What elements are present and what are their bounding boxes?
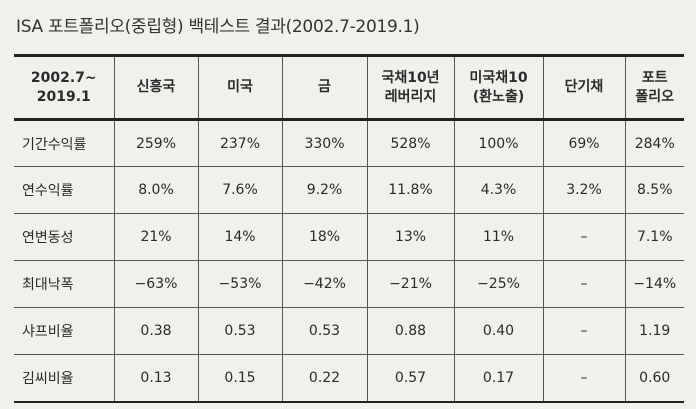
table-cell: 528%: [366, 119, 454, 167]
table-cell: 14%: [197, 213, 282, 261]
table-row: 김씨비율 0.13 0.15 0.22 0.57 0.17–0.60: [14, 354, 684, 403]
table-cell: –: [542, 260, 625, 308]
table-cell: 0.53: [197, 307, 282, 355]
row-label: 김씨비율: [14, 354, 114, 403]
column-header-gold: 금: [281, 54, 367, 121]
table-cell: –: [542, 354, 625, 403]
table-cell: 330%: [281, 119, 367, 167]
table-row: 연변동성 21% 14% 18% 13% 11% –7.1%: [14, 213, 684, 261]
row-label: 샤프비율: [14, 307, 114, 355]
table-cell: −14%: [624, 260, 684, 308]
table-cell: 11.8%: [366, 166, 454, 214]
period-end: 2019.1: [36, 88, 91, 105]
column-header-treasury-10y-leverage: 국채10년 레버리지: [366, 54, 454, 121]
period-start: 2002.7~: [30, 69, 97, 86]
table-cell: 9.2%: [281, 166, 367, 214]
table-cell: –: [542, 307, 625, 355]
column-header-us: 미국: [197, 54, 282, 121]
table-cell: 0.22: [281, 354, 367, 403]
table-cell: 0.57: [366, 354, 454, 403]
table-cell: 69%: [542, 119, 625, 167]
row-label: 기간수익률: [14, 119, 114, 167]
table-cell: 7.6%: [197, 166, 282, 214]
column-header-short-term-bond: 단기채: [542, 54, 625, 121]
table-cell: 0.88: [366, 307, 454, 355]
table-cell: 7.1%: [624, 213, 684, 261]
row-label: 최대낙폭: [14, 260, 114, 308]
table-cell: 259%: [113, 119, 198, 167]
table-cell: 11%: [453, 213, 543, 261]
column-header-portfolio: 포트 폴리오: [624, 54, 684, 121]
table-cell: 100%: [453, 119, 543, 167]
table-cell: 18%: [281, 213, 367, 261]
table-cell: 1.19: [624, 307, 684, 355]
table-cell: −42%: [281, 260, 367, 308]
table-cell: –: [542, 213, 625, 261]
row-label: 연변동성: [14, 213, 114, 261]
page-title: ISA 포트폴리오(중립형) 백테스트 결과(2002.7-2019.1): [16, 17, 420, 37]
row-label: 연수익률: [14, 166, 114, 214]
table-cell: 3.2%: [542, 166, 625, 214]
table-cell: 237%: [197, 119, 282, 167]
table-cell: 21%: [113, 213, 198, 261]
table-cell: −21%: [366, 260, 454, 308]
table-cell: −25%: [453, 260, 543, 308]
backtest-results-table: 2002.7~ 2019.1 신흥국 미국 금 국채10년 레버리지 미국채10…: [14, 54, 684, 403]
table-cell: 0.40: [453, 307, 543, 355]
table-row: 최대낙폭 −63% −53% −42% −21% −25% – −14%: [14, 260, 684, 308]
table-cell: 284%: [624, 119, 684, 167]
table-cell: 0.15: [197, 354, 282, 403]
table-row: 연수익률 8.0% 7.6% 9.2% 11.8% 4.3% 3.2% 8.5%: [14, 166, 684, 214]
table-cell: 0.17: [453, 354, 543, 403]
table-cell: −63%: [113, 260, 198, 308]
column-header-us-treasury-10: 미국채10 (환노출): [453, 54, 543, 121]
table-cell: 0.60: [624, 354, 684, 403]
table-cell: 8.5%: [624, 166, 684, 214]
table-header-row: 2002.7~ 2019.1 신흥국 미국 금 국채10년 레버리지 미국채10…: [14, 54, 684, 121]
table-cell: 13%: [366, 213, 454, 261]
period-header: 2002.7~ 2019.1: [14, 54, 114, 121]
table-cell: 0.13: [113, 354, 198, 403]
table-row: 기간수익률 259% 237% 330% 528% 100% 69% 284%: [14, 119, 684, 167]
table-cell: 4.3%: [453, 166, 543, 214]
table-cell: −53%: [197, 260, 282, 308]
column-header-emerging-markets: 신흥국: [113, 54, 198, 121]
table-cell: 8.0%: [113, 166, 198, 214]
table-cell: 0.38: [113, 307, 198, 355]
table-cell: 0.53: [281, 307, 367, 355]
table-row: 샤프비율 0.38 0.53 0.53 0.88 0.40–1.19: [14, 307, 684, 355]
